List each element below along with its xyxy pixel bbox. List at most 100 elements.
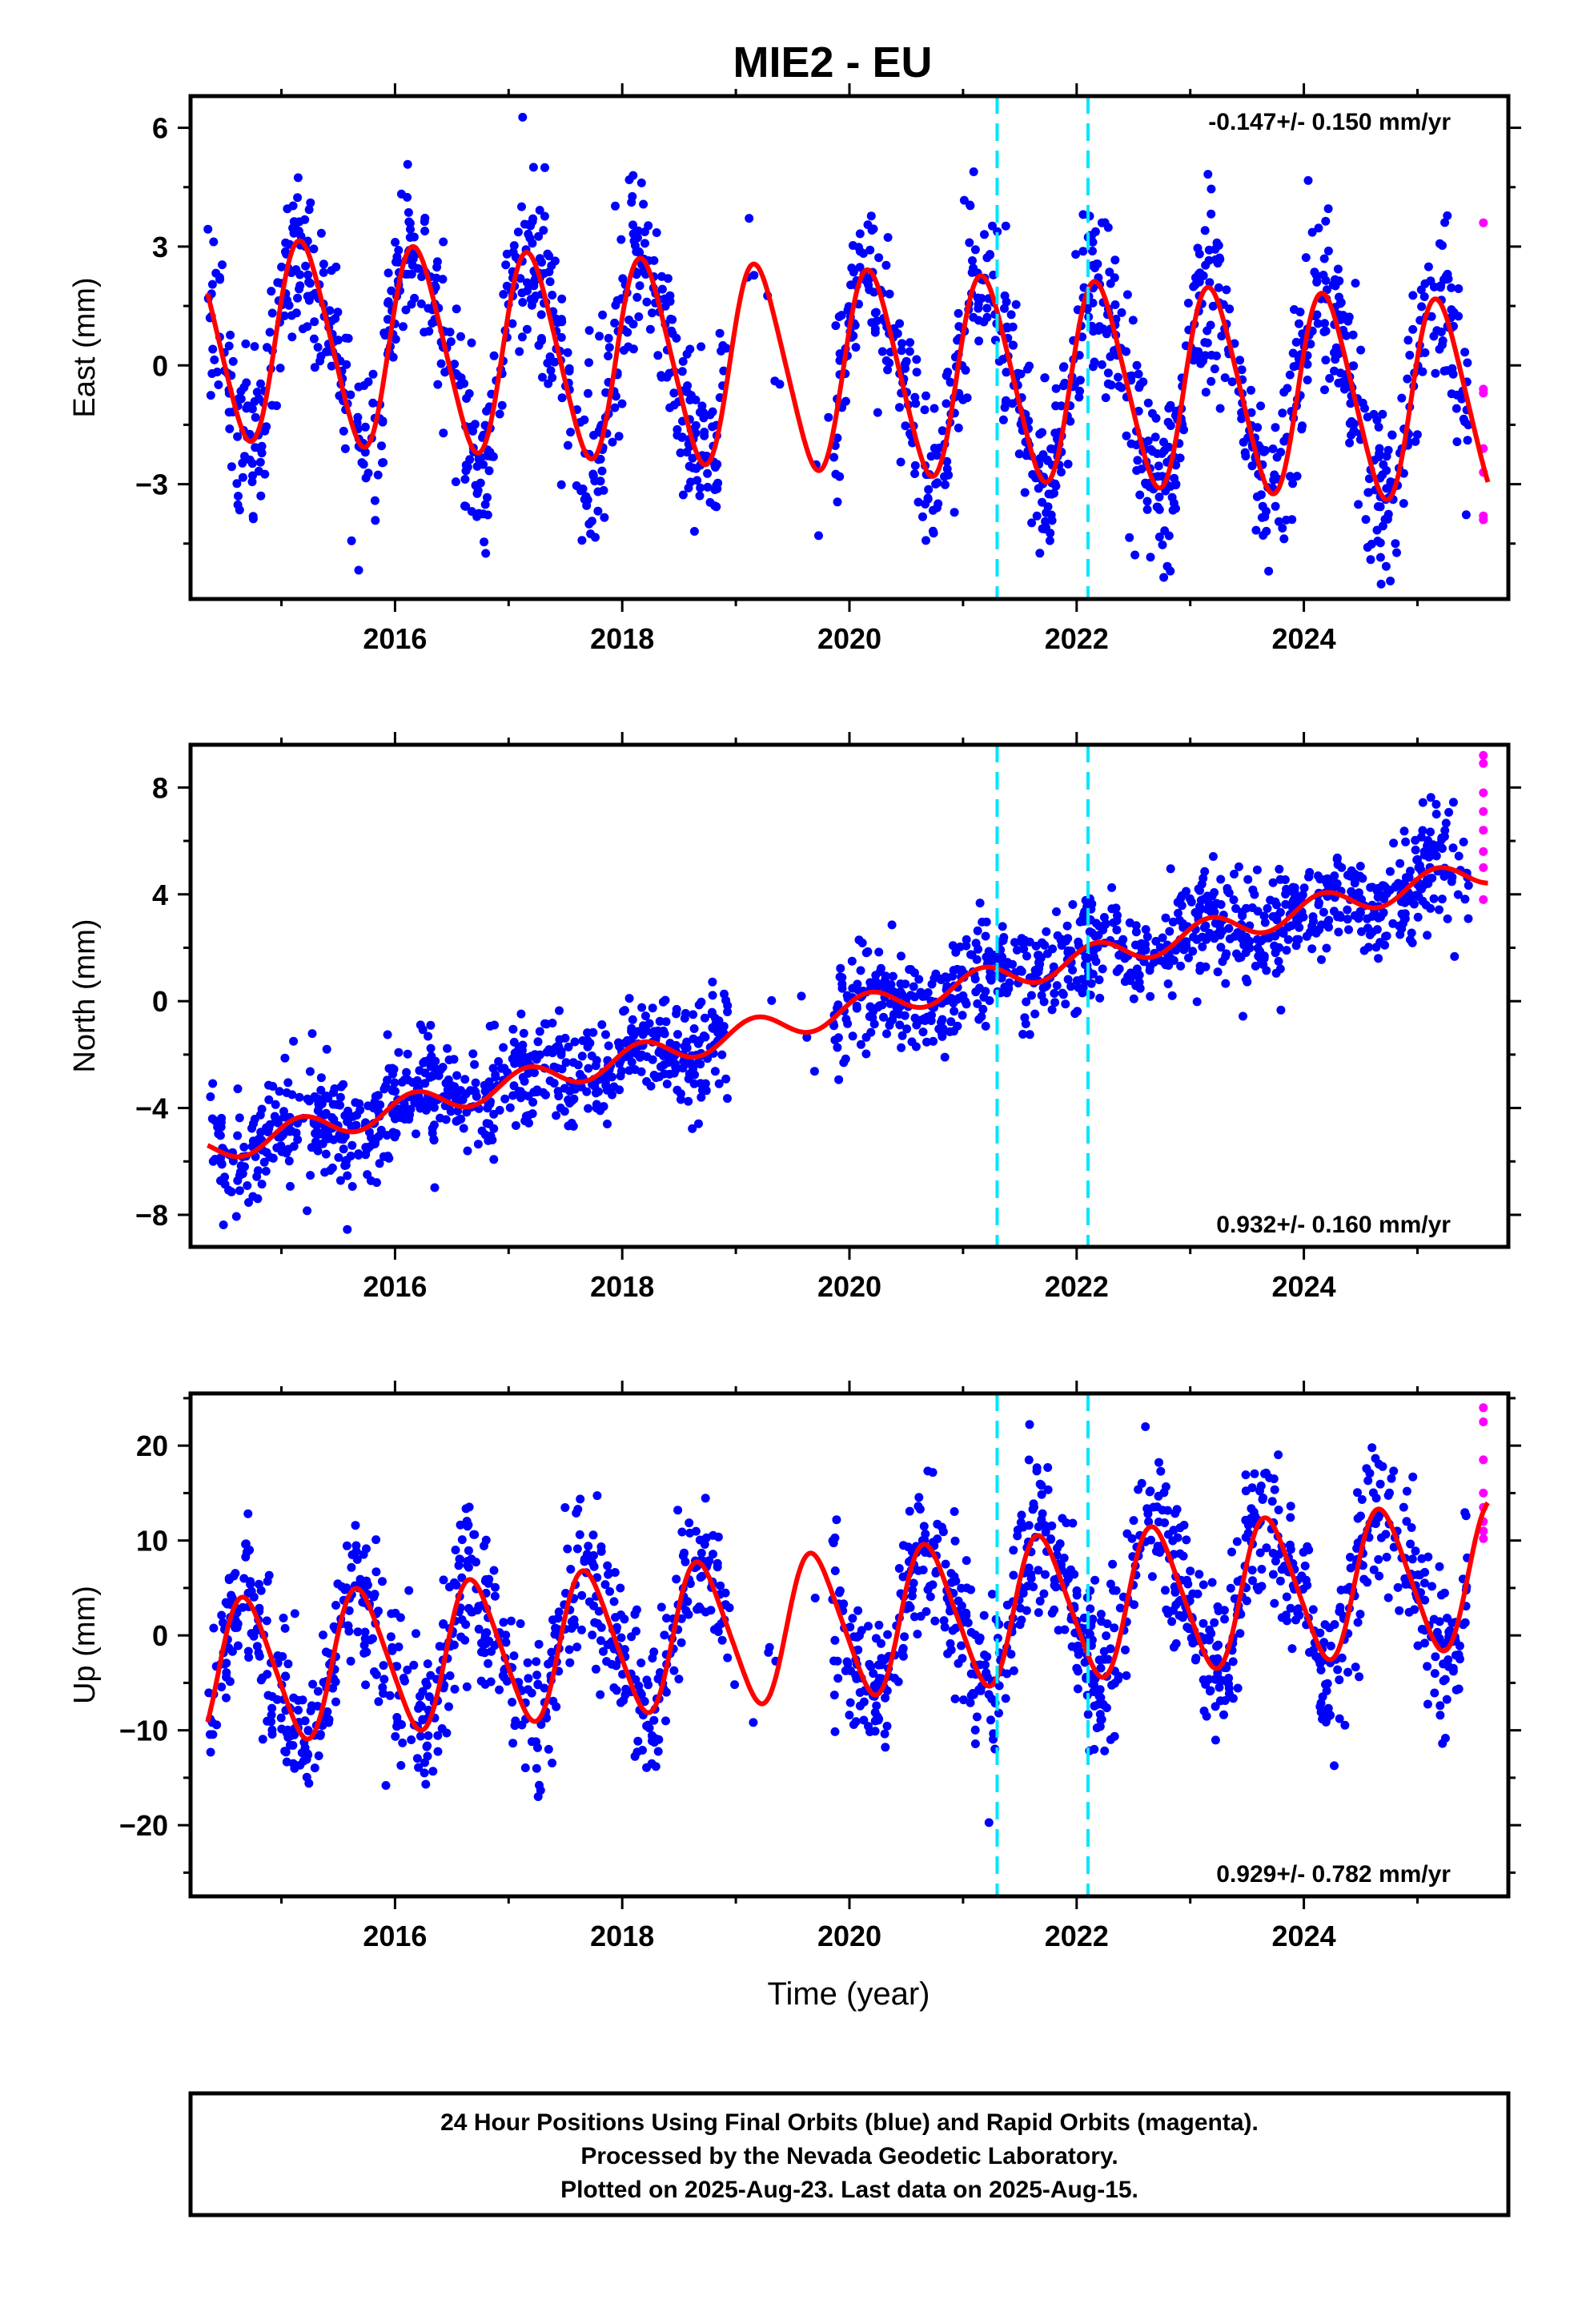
east-final-orbit-point [1363, 543, 1372, 552]
up-final-orbit-point [361, 1680, 371, 1690]
north-final-orbit-point [1252, 865, 1262, 875]
up-final-orbit-point [1195, 1570, 1204, 1579]
north-final-orbit-point [524, 1118, 533, 1128]
up-rapid-orbit-point [1479, 1403, 1488, 1413]
east-final-orbit-point [1443, 211, 1452, 220]
east-final-orbit-point [556, 480, 566, 489]
east-final-orbit-point [1207, 376, 1216, 386]
north-x-tick-label: 2024 [1272, 1270, 1336, 1303]
up-final-orbit-point [331, 1697, 340, 1707]
north-final-orbit-point [1294, 915, 1303, 924]
east-final-orbit-point [467, 338, 476, 348]
north-final-orbit-point [561, 1058, 571, 1068]
east-final-orbit-point [341, 333, 351, 343]
east-final-orbit-point [1097, 360, 1106, 369]
east-final-orbit-point [1105, 267, 1114, 277]
up-final-orbit-point [205, 1730, 215, 1739]
north-final-orbit-point [894, 1010, 904, 1019]
up-final-orbit-point [693, 1605, 702, 1614]
east-final-orbit-point [872, 316, 881, 326]
north-final-orbit-point [1406, 935, 1415, 944]
east-final-orbit-point [241, 339, 251, 348]
up-final-orbit-point [588, 1530, 598, 1540]
north-final-orbit-point [1173, 898, 1182, 907]
east-final-orbit-point [1175, 453, 1185, 463]
east-final-orbit-point [1272, 452, 1282, 462]
east-final-orbit-point [1137, 464, 1146, 474]
east-final-orbit-point [1335, 299, 1345, 308]
north-final-orbit-point [243, 1181, 252, 1190]
east-final-orbit-point [1363, 488, 1373, 497]
east-final-orbit-point [597, 466, 607, 476]
east-final-orbit-point [905, 347, 914, 356]
east-final-orbit-point [218, 260, 227, 270]
east-final-orbit-point [248, 514, 258, 524]
north-final-orbit-point [591, 1088, 600, 1098]
north-plot-frame [188, 742, 1511, 1249]
up-final-orbit-point [489, 1566, 499, 1575]
north-final-orbit-point [275, 1087, 284, 1096]
east-final-orbit-point [1460, 348, 1470, 357]
up-final-orbit-point [979, 1610, 989, 1620]
up-final-orbit-point [966, 1698, 975, 1707]
up-final-orbit-point [1018, 1522, 1028, 1532]
east-final-orbit-point [1447, 389, 1456, 399]
east-final-orbit-point [1437, 340, 1447, 350]
north-final-orbit-point [1399, 826, 1409, 836]
east-final-orbit-point [1191, 347, 1200, 356]
east-final-orbit-point [1001, 398, 1010, 407]
north-final-orbit-point [1199, 895, 1209, 903]
east-final-orbit-point [1399, 499, 1408, 509]
up-final-orbit-point [941, 1559, 950, 1569]
up-final-orbit-point [1224, 1679, 1233, 1689]
north-final-orbit-point [1389, 838, 1399, 848]
east-final-orbit-point [1411, 436, 1420, 446]
up-final-orbit-point [1423, 1699, 1432, 1709]
up-final-orbit-point [435, 1642, 444, 1651]
east-final-orbit-point [456, 332, 465, 341]
east-final-orbit-point [1090, 357, 1099, 367]
east-final-orbit-point [1154, 493, 1164, 502]
up-final-orbit-point [534, 1639, 544, 1649]
east-final-orbit-point [1170, 473, 1179, 483]
east-final-orbit-point [1321, 356, 1331, 365]
up-final-orbit-point [1435, 1562, 1444, 1571]
north-final-orbit-point [351, 1120, 361, 1130]
up-final-orbit-point [416, 1731, 425, 1741]
east-final-orbit-point [1279, 388, 1289, 397]
up-final-orbit-point [462, 1682, 472, 1691]
north-final-orbit-point [571, 1084, 580, 1094]
north-final-orbit-point [1287, 921, 1296, 931]
up-final-orbit-point [324, 1715, 334, 1724]
up-final-orbit-point [523, 1658, 532, 1667]
up-final-orbit-point [344, 1626, 354, 1636]
east-final-orbit-point [682, 349, 692, 359]
north-final-orbit-point [509, 1081, 519, 1091]
up-final-orbit-point [1074, 1647, 1084, 1656]
up-final-orbit-point [421, 1779, 431, 1789]
north-final-orbit-point [866, 1027, 876, 1037]
north-final-orbit-point [322, 1044, 331, 1054]
east-final-orbit-point [1162, 561, 1172, 571]
east-final-orbit-point [436, 359, 446, 368]
north-final-orbit-point [720, 989, 729, 999]
north-final-orbit-point [460, 1075, 470, 1084]
up-final-orbit-point [1401, 1579, 1411, 1589]
east-final-orbit-point [1247, 408, 1256, 417]
north-final-orbit-point [861, 948, 871, 958]
up-final-orbit-point [644, 1723, 654, 1733]
north-final-orbit-point [418, 1025, 428, 1035]
north-final-orbit-point [1205, 928, 1215, 938]
north-final-orbit-point [1358, 874, 1367, 883]
up-final-orbit-point [1353, 1618, 1363, 1627]
east-final-orbit-point [901, 356, 911, 366]
north-final-orbit-point [603, 1120, 612, 1128]
east-final-orbit-point [275, 364, 285, 373]
north-final-orbit-point [470, 1059, 480, 1069]
up-final-orbit-point [524, 1674, 533, 1683]
east-final-orbit-point [617, 399, 627, 408]
up-final-orbit-point [1241, 1533, 1251, 1542]
north-final-orbit-point [1391, 882, 1400, 891]
east-final-orbit-point [700, 428, 709, 436]
north-final-orbit-point [678, 1063, 688, 1073]
